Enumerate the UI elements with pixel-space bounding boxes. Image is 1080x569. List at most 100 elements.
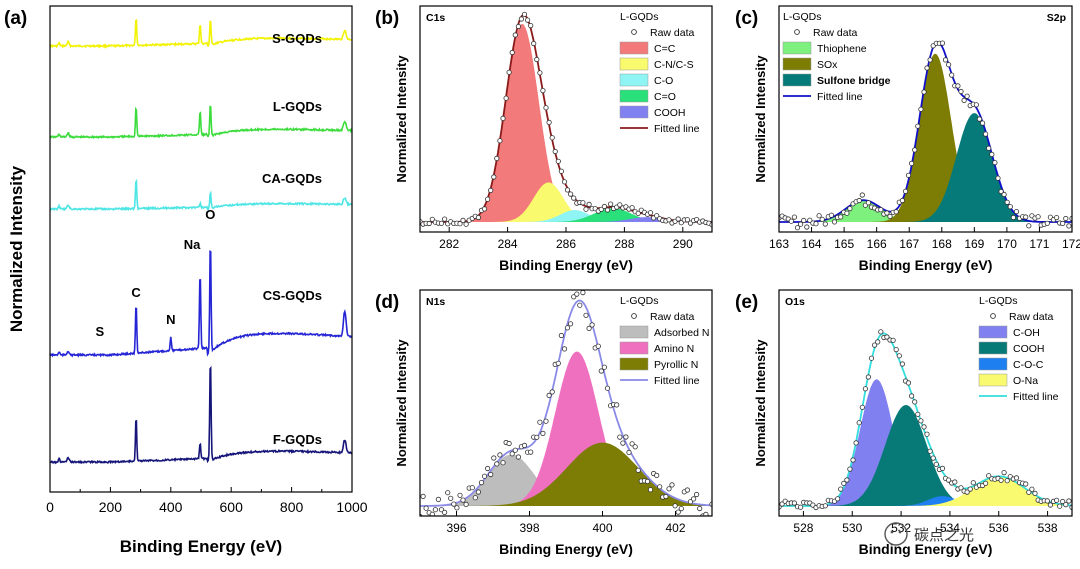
legend-label: C-OH (1013, 327, 1040, 339)
x-tick-label: 528 (793, 521, 813, 535)
raw-point (822, 503, 828, 509)
legend-label: COOH (654, 107, 686, 119)
x-tick-label: 172 (1062, 237, 1080, 251)
spectrum-CA-GQDs (49, 178, 353, 212)
raw-point (515, 23, 522, 30)
component-C-OH (779, 379, 1072, 506)
raw-point (534, 434, 540, 440)
y-axis-title: Normalized Intensity (394, 339, 409, 467)
raw-point (438, 220, 445, 226)
raw-point (657, 484, 663, 490)
raw-point (952, 479, 958, 485)
raw-point (807, 217, 813, 223)
raw-point (967, 486, 973, 492)
raw-point (441, 509, 448, 516)
raw-point (1013, 209, 1020, 215)
raw-point (506, 440, 512, 447)
raw-point (828, 212, 835, 218)
raw-point (801, 217, 807, 224)
x-axis-title: Binding Energy (eV) (499, 257, 633, 273)
raw-point (1026, 489, 1032, 495)
raw-point (930, 455, 936, 461)
legend-swatch (978, 357, 1008, 371)
raw-point (509, 49, 515, 56)
raw-point (838, 486, 844, 492)
raw-point (534, 56, 540, 63)
raw-point (1023, 481, 1029, 487)
raw-point (878, 207, 884, 213)
raw-point (567, 191, 574, 197)
watermark: 碳点之光 (884, 522, 974, 546)
component-Adsorbed N (420, 454, 712, 506)
raw-point (973, 102, 980, 108)
peak-label: O (205, 207, 215, 222)
raw-point (429, 511, 435, 516)
raw-point (620, 440, 626, 446)
legend-swatch (619, 57, 649, 71)
raw-point (614, 402, 620, 408)
raw-point (1066, 223, 1072, 229)
x-axis-title: Binding Energy (eV) (499, 541, 633, 557)
legend-swatch (782, 73, 812, 87)
legend-raw-label: Raw data (1009, 311, 1054, 323)
watermark-text: 碳点之光 (914, 526, 974, 544)
raw-point (601, 364, 608, 370)
raw-point (902, 188, 909, 194)
raw-point (647, 210, 654, 216)
peak-label: N (166, 312, 175, 327)
raw-point (647, 487, 654, 493)
raw-point (918, 418, 924, 424)
raw-point (571, 195, 577, 201)
raw-point (586, 325, 592, 331)
component-Sulfone bridge (779, 113, 1072, 222)
raw-point (912, 399, 918, 405)
raw-point (890, 337, 896, 343)
legend-raw-marker (990, 313, 996, 319)
legend-label: Thiophene (817, 43, 867, 55)
legend-fit-label: Fitted line (1013, 391, 1059, 403)
raw-point (445, 490, 451, 496)
raw-point (862, 386, 869, 392)
raw-point (423, 505, 429, 511)
panel-b: (b) 282 284 286 288 290 Binding Energy (eV) Nor… (375, 5, 713, 273)
raw-point (528, 449, 534, 455)
peak-label: Na (184, 237, 201, 252)
corner-label: O1s (785, 296, 805, 308)
watermark-icon-dot (890, 530, 894, 534)
raw-point (506, 69, 512, 75)
raw-point (822, 221, 828, 227)
raw-point (887, 213, 893, 219)
raw-point (875, 339, 881, 345)
raw-point (528, 22, 534, 29)
panel-label: (c) (735, 8, 758, 29)
raw-point (998, 477, 1004, 483)
raw-point (488, 471, 494, 478)
x-tick-label: 284 (498, 237, 518, 251)
raw-point (617, 434, 623, 440)
raw-point (558, 168, 565, 174)
raw-point (834, 496, 841, 502)
raw-point (552, 148, 558, 155)
raw-point (893, 346, 899, 353)
raw-point (924, 431, 930, 437)
legend-raw-label: Raw data (650, 311, 695, 323)
x-tick-label: 538 (1038, 521, 1058, 535)
x-tick-label: 200 (99, 499, 123, 515)
raw-point (986, 473, 992, 479)
axes-frame (419, 289, 713, 517)
plot-area (420, 11, 712, 228)
raw-point (484, 196, 491, 202)
raw-point (580, 200, 586, 206)
raw-point (574, 291, 580, 297)
component-C-O-C (779, 496, 1072, 506)
raw-point (460, 217, 466, 223)
raw-point (598, 206, 604, 212)
raw-point (958, 88, 964, 95)
x-tick-label: 171 (1029, 237, 1049, 251)
raw-point (1066, 498, 1072, 504)
corner-label: N1s (426, 296, 445, 308)
raw-point (503, 95, 509, 101)
raw-point (469, 485, 475, 491)
legend-title: L-GQDs (979, 295, 1018, 307)
